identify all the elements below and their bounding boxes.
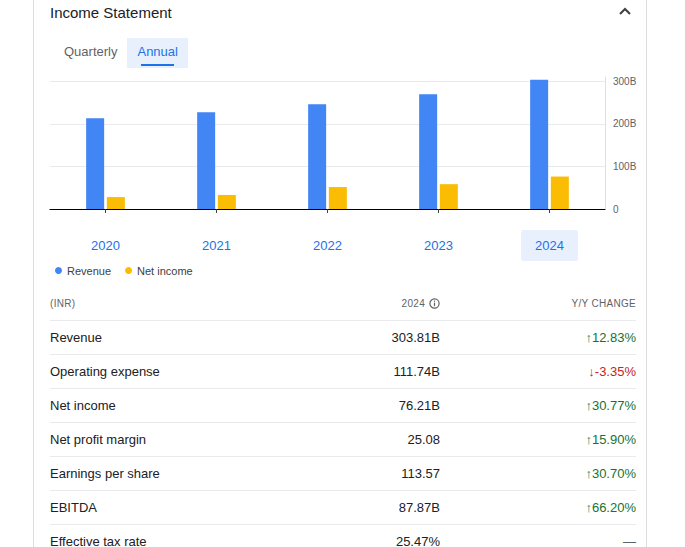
svg-text:Revenue: Revenue <box>67 265 111 276</box>
html-text:Annual: Annual <box>137 44 178 59</box>
html-text:↓-3.35%: ↓-3.35% <box>588 364 636 379</box>
html-text:↑66.20%: ↑66.20% <box>585 500 636 515</box>
html-text:↑15.90%: ↑15.90% <box>585 432 636 447</box>
html-text:Earnings per share: Earnings per share <box>50 466 160 481</box>
html-text:(INR): (INR) <box>50 298 76 309</box>
html-text:Operating expense: Operating expense <box>50 364 160 379</box>
html-text:Net profit margin: Net profit margin <box>50 432 147 447</box>
svg-text:2024: 2024 <box>535 238 564 253</box>
html-text:303.81B: 303.81B <box>391 330 440 345</box>
html-text:↑30.77%: ↑30.77% <box>585 398 636 413</box>
html-text:EBITDA: EBITDA <box>50 500 97 515</box>
html-text:Quarterly: Quarterly <box>64 44 118 59</box>
html-text:Y/Y CHANGE: Y/Y CHANGE <box>571 298 636 309</box>
svg-text:2023: 2023 <box>424 238 453 253</box>
svg-text:2020: 2020 <box>91 238 120 253</box>
html-text:2024: 2024 <box>401 298 425 309</box>
html-text:113.57: 113.57 <box>401 466 440 481</box>
html-text:111.74B: 111.74B <box>393 364 440 379</box>
html-text:76.21B: 76.21B <box>398 398 440 413</box>
svg-text:100B: 100B <box>613 161 637 172</box>
html-text:87.87B: 87.87B <box>398 500 440 515</box>
html-text:Income Statement: Income Statement <box>50 4 172 21</box>
svg-text:2021: 2021 <box>202 238 231 253</box>
html-text:25.08: 25.08 <box>407 432 440 447</box>
svg-text:Net income: Net income <box>137 265 193 276</box>
html-text:↑12.83%: ↑12.83% <box>585 330 636 345</box>
svg-text:2022: 2022 <box>313 238 342 253</box>
html-text:Net income: Net income <box>50 398 116 413</box>
svg-text:200B: 200B <box>613 118 637 129</box>
svg-text:0: 0 <box>613 204 619 215</box>
html-text:Revenue: Revenue <box>50 330 102 345</box>
html-text:↑30.70%: ↑30.70% <box>585 466 636 481</box>
svg-text:300B: 300B <box>613 76 637 87</box>
